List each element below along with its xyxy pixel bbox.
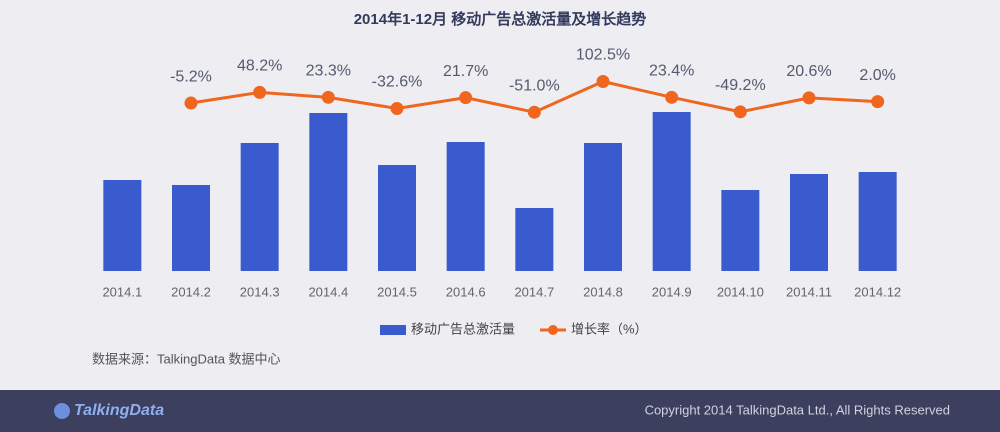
data-label: -49.2% <box>715 77 766 94</box>
bar <box>721 190 760 271</box>
bar <box>790 174 828 271</box>
data-label: 23.4% <box>649 63 694 80</box>
bar <box>858 172 897 271</box>
line-point <box>596 75 610 88</box>
data-label: 21.7% <box>443 63 488 80</box>
data-label: 102.5% <box>576 47 630 64</box>
bar <box>240 143 279 271</box>
data-label: 48.2% <box>237 58 282 75</box>
x-tick-label: 2014.1 <box>102 284 142 299</box>
data-label: 2.0% <box>859 67 895 84</box>
line-point <box>871 95 885 109</box>
data-label: -51.0% <box>509 77 560 94</box>
legend-swatch <box>548 325 558 335</box>
bar <box>103 180 142 271</box>
x-tick-label: 2014.12 <box>854 284 901 299</box>
bar <box>515 208 554 271</box>
copyright: Copyright 2014 TalkingData Ltd., All Rig… <box>645 402 950 417</box>
data-label: -5.2% <box>170 68 212 85</box>
data-label: 23.3% <box>306 63 351 80</box>
legend-label: 移动广告总激活量 <box>411 321 515 336</box>
data-label: -32.6% <box>372 74 423 91</box>
bar <box>172 185 210 271</box>
line-point <box>802 91 816 105</box>
x-tick-label: 2014.6 <box>446 284 486 299</box>
x-tick-label: 2014.9 <box>652 284 692 299</box>
bar <box>446 142 485 271</box>
source-note: 数据来源：TalkingData 数据中心 <box>92 351 281 366</box>
data-label: 20.6% <box>786 63 831 80</box>
line-point <box>390 102 404 116</box>
legend-swatch <box>380 325 406 335</box>
line-point <box>184 96 198 110</box>
line-point <box>253 85 267 99</box>
x-tick-label: 2014.5 <box>377 284 417 299</box>
legend-label: 增长率（%） <box>571 321 648 336</box>
logo-icon <box>54 403 70 419</box>
line-point <box>527 105 541 119</box>
bar <box>584 143 622 271</box>
x-tick-label: 2014.3 <box>240 284 280 299</box>
line-point <box>665 90 679 104</box>
line-point <box>733 105 747 119</box>
bar <box>652 112 691 271</box>
footer-bar <box>0 390 1000 432</box>
x-tick-label: 2014.11 <box>786 284 832 299</box>
x-tick-label: 2014.8 <box>583 284 623 299</box>
bar <box>309 113 348 271</box>
line-point <box>459 91 473 105</box>
x-tick-label: 2014.2 <box>171 284 211 299</box>
x-tick-label: 2014.4 <box>308 284 348 299</box>
logo: TalkingData <box>74 402 164 419</box>
x-tick-label: 2014.10 <box>717 284 764 299</box>
chart-title: 2014年1-12月 移动广告总激活量及增长趋势 <box>354 10 647 28</box>
background <box>0 0 1000 390</box>
line-point <box>321 90 335 104</box>
x-tick-label: 2014.7 <box>514 284 554 299</box>
bar <box>378 165 416 271</box>
